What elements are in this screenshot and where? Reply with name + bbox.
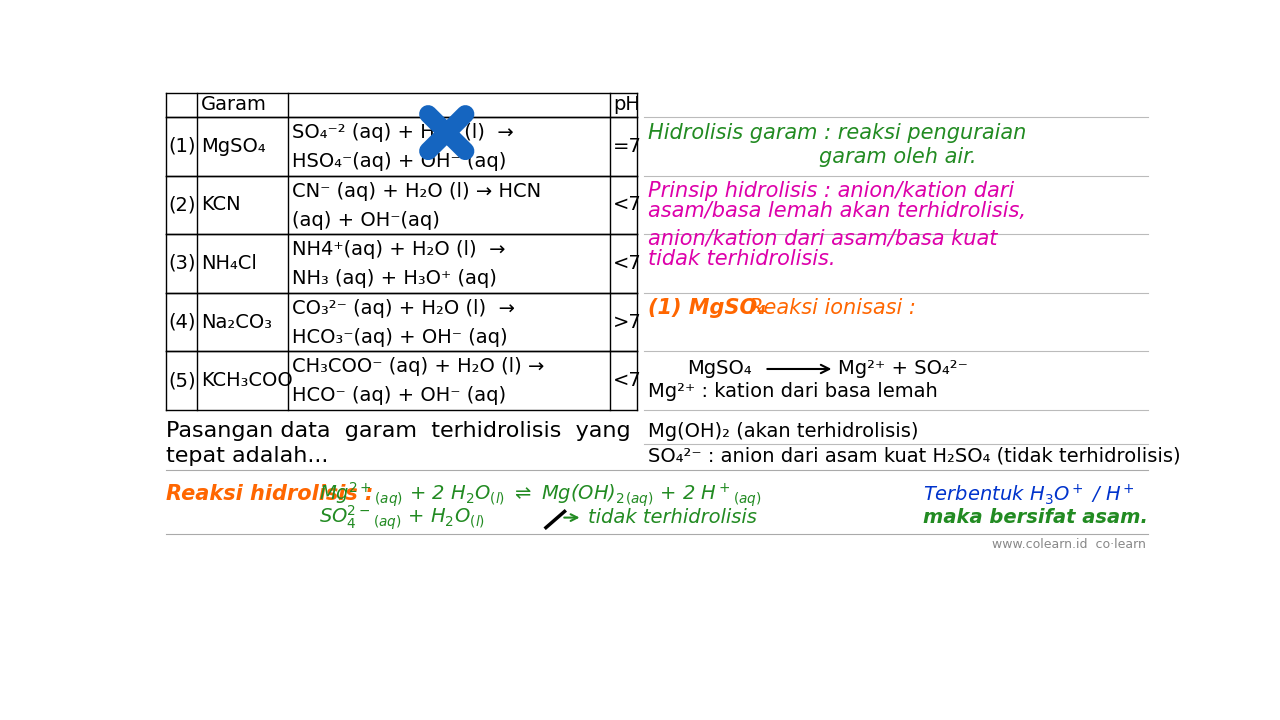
Text: (aq) + OH⁻(aq): (aq) + OH⁻(aq) — [292, 211, 439, 230]
Text: <7: <7 — [613, 371, 641, 390]
Text: (1): (1) — [169, 137, 196, 156]
Text: Mg$^{2+}$$_{\mathit{(aq)}}$ + 2 H$_2$O$_{\mathit{(l)}}$ $\rightleftharpoons$ Mg(: Mg$^{2+}$$_{\mathit{(aq)}}$ + 2 H$_2$O$_… — [319, 480, 762, 509]
Text: (4): (4) — [169, 312, 196, 331]
Text: KCN: KCN — [201, 195, 241, 215]
Text: pH: pH — [613, 95, 640, 114]
Text: (1) MgSO₄: (1) MgSO₄ — [648, 298, 767, 318]
Text: Prinsip hidrolisis : anion/kation dari: Prinsip hidrolisis : anion/kation dari — [648, 181, 1014, 201]
Text: Mg²⁺ + SO₄²⁻: Mg²⁺ + SO₄²⁻ — [838, 359, 968, 379]
Text: NH4⁺(aq) + H₂O (l)  →: NH4⁺(aq) + H₂O (l) → — [292, 240, 506, 259]
Text: SO₄²⁻ : anion dari asam kuat H₂SO₄ (tidak terhidrolisis): SO₄²⁻ : anion dari asam kuat H₂SO₄ (tida… — [648, 446, 1181, 466]
Text: Mg²⁺ : kation dari basa lemah: Mg²⁺ : kation dari basa lemah — [648, 382, 938, 401]
Text: asam/basa lemah akan terhidrolisis,: asam/basa lemah akan terhidrolisis, — [648, 201, 1027, 221]
Text: (3): (3) — [169, 254, 196, 273]
Text: <7: <7 — [613, 195, 641, 215]
Text: Na₂CO₃: Na₂CO₃ — [201, 312, 273, 331]
Text: SO$_4^{2-}$$_{\mathit{(aq)}}$ + H$_2$O$_{\mathit{(l)}}$: SO$_4^{2-}$$_{\mathit{(aq)}}$ + H$_2$O$_… — [319, 503, 485, 532]
Text: NH₄Cl: NH₄Cl — [201, 254, 257, 273]
Text: Garam: Garam — [201, 95, 268, 114]
Text: maka bersifat asam.: maka bersifat asam. — [923, 508, 1148, 527]
Text: HCO₃⁻(aq) + OH⁻ (aq): HCO₃⁻(aq) + OH⁻ (aq) — [292, 328, 507, 347]
Text: Reaksi ionisasi :: Reaksi ionisasi : — [749, 298, 916, 318]
Text: CH₃COO⁻ (aq) + H₂O (l) →: CH₃COO⁻ (aq) + H₂O (l) → — [292, 357, 544, 376]
Text: HSO₄⁻(aq) + OH⁻ (aq): HSO₄⁻(aq) + OH⁻ (aq) — [292, 153, 506, 171]
Text: (5): (5) — [169, 371, 196, 390]
Text: MgSO₄: MgSO₄ — [687, 359, 751, 379]
Text: >7: >7 — [613, 312, 641, 331]
Text: <7: <7 — [613, 254, 641, 273]
Text: Hidrolisis garam : reaksi penguraian: Hidrolisis garam : reaksi penguraian — [648, 123, 1027, 143]
Text: garam oleh air.: garam oleh air. — [819, 148, 977, 167]
Text: SO₄⁻² (aq) + H₂O (l)  →: SO₄⁻² (aq) + H₂O (l) → — [292, 123, 513, 142]
Text: tidak terhidrolisis: tidak terhidrolisis — [588, 508, 756, 527]
Text: Pasangan data  garam  terhidrolisis  yang: Pasangan data garam terhidrolisis yang — [166, 421, 631, 441]
Text: anion/kation dari asam/basa kuat: anion/kation dari asam/basa kuat — [648, 229, 997, 249]
Text: =7: =7 — [613, 137, 641, 156]
Text: CN⁻ (aq) + H₂O (l) → HCN: CN⁻ (aq) + H₂O (l) → HCN — [292, 181, 541, 201]
Text: tidak terhidrolisis.: tidak terhidrolisis. — [648, 249, 836, 269]
Text: HCO⁻ (aq) + OH⁻ (aq): HCO⁻ (aq) + OH⁻ (aq) — [292, 387, 506, 405]
Text: tepat adalah...: tepat adalah... — [166, 446, 329, 466]
Text: www.colearn.id  co·learn: www.colearn.id co·learn — [992, 538, 1146, 551]
Text: (2): (2) — [169, 195, 196, 215]
Text: KCH₃COO: KCH₃COO — [201, 371, 293, 390]
Text: NH₃ (aq) + H₃O⁺ (aq): NH₃ (aq) + H₃O⁺ (aq) — [292, 269, 497, 289]
Text: Mg(OH)₂ (akan terhidrolisis): Mg(OH)₂ (akan terhidrolisis) — [648, 422, 919, 441]
Text: Terbentuk H$_3$O$^+$ / H$^+$: Terbentuk H$_3$O$^+$ / H$^+$ — [923, 482, 1135, 507]
Text: MgSO₄: MgSO₄ — [201, 137, 266, 156]
Text: Reaksi hidrolisis :: Reaksi hidrolisis : — [166, 485, 374, 505]
Text: CO₃²⁻ (aq) + H₂O (l)  →: CO₃²⁻ (aq) + H₂O (l) → — [292, 299, 515, 318]
